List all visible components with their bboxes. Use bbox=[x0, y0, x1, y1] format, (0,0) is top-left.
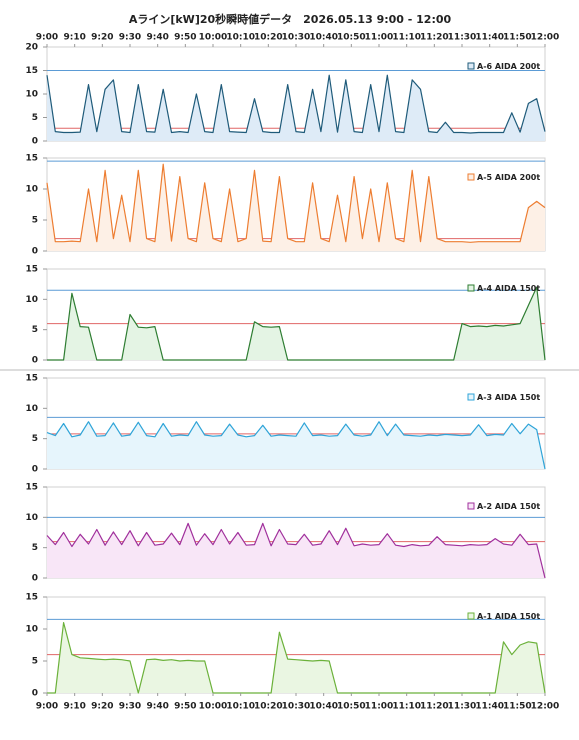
legend-label: A-1 AIDA 150t bbox=[477, 612, 540, 621]
legend-label: A-5 AIDA 200t bbox=[477, 173, 540, 182]
x-tick-label: 11:20 bbox=[420, 33, 449, 43]
x-tick-label: 11:20 bbox=[420, 702, 449, 712]
legend-swatch bbox=[467, 393, 475, 401]
x-tick-label: 10:20 bbox=[254, 702, 283, 712]
area bbox=[47, 164, 545, 251]
y-tick-label: 5 bbox=[32, 543, 38, 553]
y-tick-label: 15 bbox=[25, 66, 38, 76]
x-tick-label: 10:50 bbox=[337, 702, 366, 712]
y-tick-label: 0 bbox=[32, 247, 38, 257]
x-tick-label: 10:30 bbox=[282, 33, 311, 43]
x-tick-label: 9:50 bbox=[174, 33, 196, 43]
x-tick-label: 9:00 bbox=[36, 702, 58, 712]
x-tick-label: 9:20 bbox=[91, 702, 113, 712]
x-tick-label: 10:10 bbox=[226, 33, 255, 43]
y-tick-label: 5 bbox=[32, 657, 38, 667]
x-tick-label: 9:00 bbox=[36, 33, 58, 43]
x-tick-label: 10:40 bbox=[309, 33, 338, 43]
legend-swatch bbox=[467, 612, 475, 620]
legend-label: A-3 AIDA 150t bbox=[477, 393, 540, 402]
x-tick-label: 11:40 bbox=[475, 702, 504, 712]
y-tick-label: 5 bbox=[32, 113, 38, 123]
x-tick-label: 11:30 bbox=[448, 702, 477, 712]
x-tick-label: 9:10 bbox=[63, 33, 85, 43]
x-tick-label: 11:30 bbox=[448, 33, 477, 43]
area bbox=[47, 421, 545, 469]
y-tick-label: 10 bbox=[25, 404, 38, 414]
x-tick-label: 10:00 bbox=[199, 33, 228, 43]
y-tick-label: 10 bbox=[25, 513, 38, 523]
x-tick-label: 10:40 bbox=[309, 702, 338, 712]
legend-swatch bbox=[467, 62, 475, 70]
y-tick-label: 0 bbox=[32, 465, 38, 475]
y-tick-label: 15 bbox=[25, 593, 38, 603]
x-tick-label: 12:00 bbox=[531, 702, 560, 712]
area bbox=[47, 287, 545, 360]
x-tick-label: 11:10 bbox=[392, 33, 421, 43]
x-tick-label: 11:00 bbox=[365, 702, 394, 712]
y-tick-label: 15 bbox=[25, 154, 38, 164]
y-tick-label: 20 bbox=[25, 43, 38, 53]
x-tick-label: 9:40 bbox=[146, 33, 168, 43]
y-tick-label: 10 bbox=[25, 625, 38, 635]
area bbox=[47, 622, 545, 693]
x-tick-label: 9:50 bbox=[174, 702, 196, 712]
area bbox=[47, 523, 545, 578]
legend-label: A-2 AIDA 150t bbox=[477, 502, 540, 511]
y-tick-label: 5 bbox=[32, 325, 38, 335]
y-tick-label: 0 bbox=[32, 689, 38, 699]
series-line bbox=[46, 163, 546, 243]
legend-label: A-6 AIDA 200t bbox=[477, 62, 540, 71]
y-tick-label: 15 bbox=[25, 374, 38, 384]
legend-swatch bbox=[467, 502, 475, 510]
x-tick-label: 10:10 bbox=[226, 702, 255, 712]
x-tick-label: 11:40 bbox=[475, 33, 504, 43]
y-tick-label: 5 bbox=[32, 434, 38, 444]
series-line bbox=[46, 421, 546, 470]
x-tick-label: 9:20 bbox=[91, 33, 113, 43]
x-tick-label: 9:10 bbox=[63, 702, 85, 712]
y-tick-label: 10 bbox=[25, 90, 38, 100]
x-tick-label: 10:50 bbox=[337, 33, 366, 43]
x-tick-label: 11:10 bbox=[392, 702, 421, 712]
y-tick-label: 0 bbox=[32, 137, 38, 147]
x-tick-label: 11:00 bbox=[365, 33, 394, 43]
x-tick-label: 11:50 bbox=[503, 702, 532, 712]
x-tick-label: 10:20 bbox=[254, 33, 283, 43]
x-tick-label: 9:30 bbox=[119, 33, 141, 43]
x-tick-label: 9:40 bbox=[146, 702, 168, 712]
page-title: Aライン[kW]20秒瞬時値データ 2026.05.13 9:00 - 12:0… bbox=[129, 12, 452, 26]
legend-swatch bbox=[467, 173, 475, 181]
y-tick-label: 0 bbox=[32, 574, 38, 584]
x-tick-label: 12:00 bbox=[531, 33, 560, 43]
series-line bbox=[46, 522, 546, 579]
x-tick-label: 9:30 bbox=[119, 702, 141, 712]
x-tick-label: 10:00 bbox=[199, 702, 228, 712]
series-line bbox=[46, 74, 546, 134]
legend-label: A-4 AIDA 150t bbox=[477, 284, 540, 293]
legend-swatch bbox=[467, 284, 475, 292]
x-tick-label: 10:30 bbox=[282, 702, 311, 712]
y-tick-label: 10 bbox=[25, 295, 38, 305]
y-tick-label: 5 bbox=[32, 216, 38, 226]
series-line bbox=[47, 286, 546, 361]
y-tick-label: 0 bbox=[32, 356, 38, 366]
y-tick-label: 15 bbox=[25, 483, 38, 493]
y-tick-label: 10 bbox=[25, 185, 38, 195]
x-tick-label: 11:50 bbox=[503, 33, 532, 43]
y-tick-label: 15 bbox=[25, 265, 38, 275]
